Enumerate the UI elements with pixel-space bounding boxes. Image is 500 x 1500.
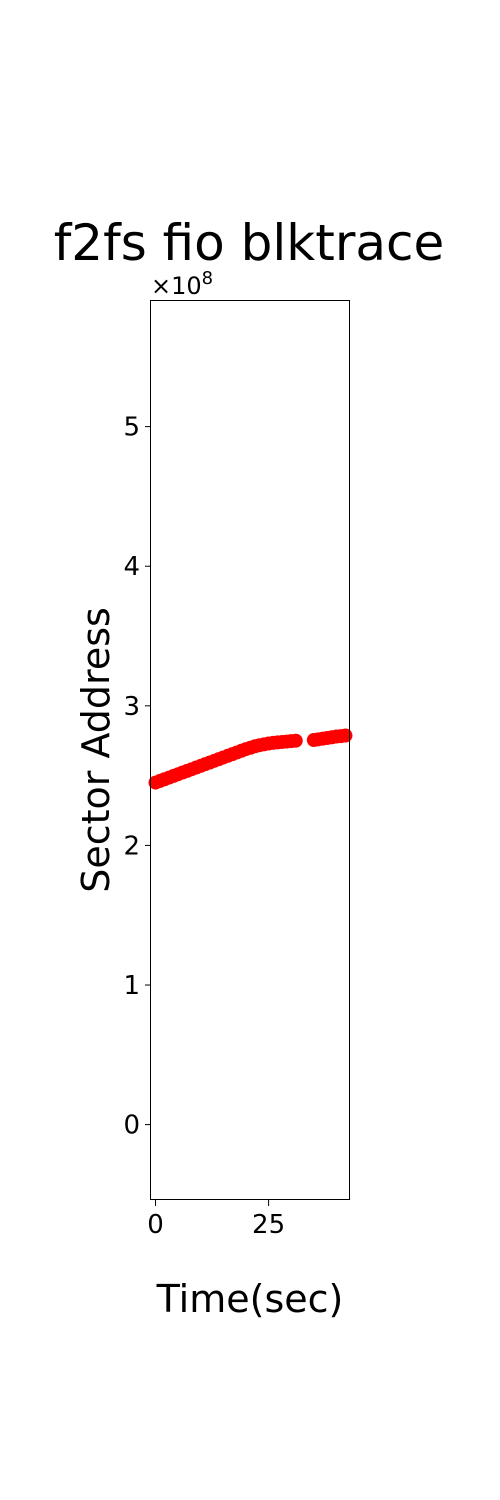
y-offset-exponent: 8 xyxy=(202,268,213,289)
data-points xyxy=(148,728,353,790)
y-tick-label: 5 xyxy=(123,413,140,443)
y-tick-label: 2 xyxy=(123,831,140,861)
y-tick-label: 1 xyxy=(123,971,140,1001)
y-offset-label: ×108 xyxy=(151,268,213,300)
y-axis-label: Sector Address xyxy=(74,607,118,893)
x-tick-label: 25 xyxy=(252,1210,285,1240)
x-axis-ticks: 0 25 xyxy=(147,1200,285,1240)
y-tick-label: 4 xyxy=(123,552,140,582)
data-point xyxy=(288,733,303,748)
plot-frame xyxy=(150,300,350,1200)
y-axis-ticks: 0 1 2 3 4 5 xyxy=(123,413,151,1141)
x-axis-label: Time(sec) xyxy=(156,1277,344,1321)
x-tick-label: 0 xyxy=(147,1210,164,1240)
y-tick-label: 0 xyxy=(123,1111,140,1141)
y-tick-label: 3 xyxy=(123,692,140,722)
chart-title: f2fs fio blktrace xyxy=(54,214,445,272)
data-point xyxy=(338,728,353,743)
